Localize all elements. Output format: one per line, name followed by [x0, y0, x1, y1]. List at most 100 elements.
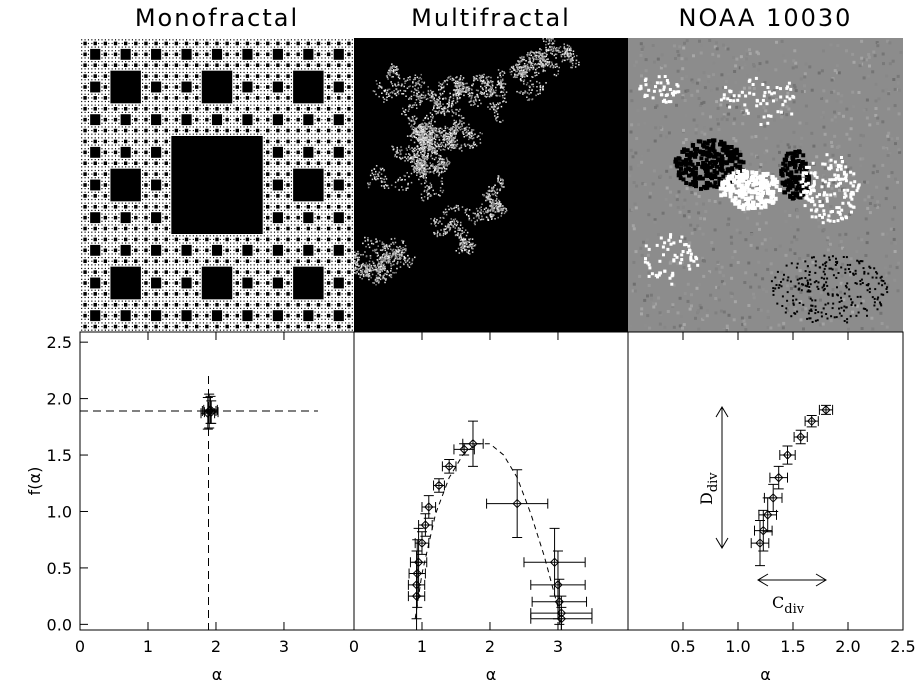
carpet-square [210, 330, 211, 331]
carpet-square [81, 46, 82, 47]
carpet-square [142, 275, 143, 276]
carpet-square [83, 281, 86, 285]
carpet-square [169, 148, 170, 149]
carpet-square [230, 112, 231, 113]
carpet-square [81, 141, 82, 142]
carpet-square [179, 279, 180, 280]
carpet-square [101, 319, 102, 320]
carpet-square [348, 199, 349, 200]
carpet-square [298, 137, 299, 138]
carpet-square [122, 264, 123, 265]
carpet-square [301, 322, 302, 323]
carpet-square [348, 126, 349, 127]
carpet-square [94, 129, 97, 133]
carpet-square [318, 322, 319, 323]
carpet-square [230, 126, 231, 127]
carpet-square [237, 253, 238, 254]
carpet-square [233, 326, 234, 327]
carpet-square [101, 166, 102, 167]
carpet-square [233, 301, 234, 302]
carpet-square [213, 235, 214, 236]
carpet-square [345, 195, 346, 196]
carpet-square [195, 63, 198, 67]
carpet-square [112, 148, 113, 149]
carpet-square [200, 257, 201, 258]
carpet-square [294, 105, 295, 106]
carpet-square [108, 257, 109, 258]
carpet-square [88, 308, 89, 309]
carpet-square [318, 68, 319, 69]
carpet-square [287, 68, 288, 69]
carpet-square [202, 71, 232, 104]
carpet-square [159, 101, 160, 102]
carpet-square [114, 129, 117, 133]
carpet-square [328, 166, 329, 167]
multifractal-dot [374, 91, 376, 93]
carpet-square [227, 115, 228, 116]
carpet-square [266, 96, 269, 100]
carpet-square [296, 161, 299, 165]
carpet-square [88, 163, 89, 164]
carpet-square [128, 46, 129, 47]
carpet-square [348, 177, 349, 178]
carpet-square [291, 188, 292, 189]
carpet-square [254, 50, 255, 51]
carpet-square [105, 39, 106, 40]
multifractal-dot [398, 76, 400, 78]
multifractal-dot [394, 67, 396, 69]
carpet-square [223, 50, 224, 51]
carpet-square [291, 166, 292, 167]
carpet-square [159, 235, 160, 236]
carpet-square [172, 286, 173, 287]
multifractal-dot [440, 113, 442, 115]
carpet-square [267, 213, 268, 214]
carpet-square [112, 65, 113, 66]
carpet-square [105, 90, 106, 91]
carpet-square [115, 144, 116, 145]
carpet-square [311, 137, 312, 138]
carpet-square [172, 134, 173, 135]
carpet-square [90, 114, 100, 125]
carpet-square [88, 97, 89, 98]
carpet-square [162, 94, 163, 95]
carpet-square [149, 79, 150, 80]
carpet-square [152, 203, 153, 204]
carpet-square [264, 39, 265, 40]
multifractal-dot [436, 99, 438, 101]
carpet-square [240, 246, 241, 247]
carpet-square [274, 177, 275, 178]
carpet-square [162, 105, 163, 106]
carpet-square [294, 152, 295, 153]
carpet-square [88, 105, 89, 106]
carpet-square [142, 141, 143, 142]
carpet-square [296, 227, 299, 231]
carpet-square [81, 181, 82, 182]
carpet-square [291, 159, 292, 160]
carpet-square [311, 206, 312, 207]
carpet-square [112, 130, 113, 131]
carpet-square [225, 314, 228, 318]
carpet-square [287, 170, 288, 171]
carpet-square [321, 228, 322, 229]
multifractal-dot [415, 82, 417, 84]
carpet-square [250, 65, 251, 66]
carpet-square [281, 61, 282, 62]
carpet-square [291, 170, 292, 171]
carpet-square [135, 301, 136, 302]
carpet-square [210, 115, 211, 116]
carpet-square [156, 166, 157, 167]
carpet-square [124, 205, 127, 209]
carpet-square [132, 257, 133, 258]
carpet-square [287, 322, 288, 323]
carpet-square [200, 272, 201, 273]
carpet-square [250, 264, 251, 265]
carpet-square [118, 141, 119, 142]
carpet-square [183, 322, 184, 323]
carpet-square [294, 330, 295, 331]
carpet-square [145, 105, 146, 106]
carpet-square [175, 107, 178, 111]
carpet-square [115, 159, 116, 160]
carpet-square [193, 242, 194, 243]
carpet-square [260, 50, 261, 51]
carpet-square [227, 235, 228, 236]
